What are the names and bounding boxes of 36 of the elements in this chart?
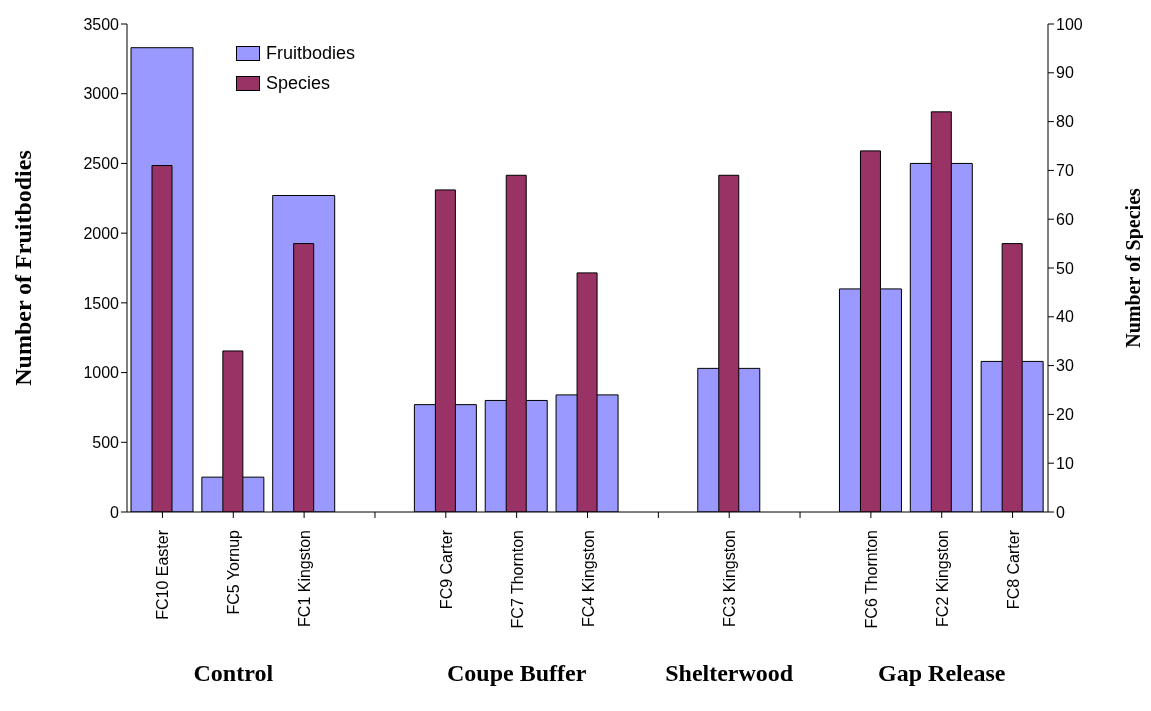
x-tick-label: FC10 Easter [154, 529, 172, 620]
legend-label: Species [266, 72, 331, 95]
legend-label: Fruitbodies [266, 42, 356, 65]
y-tick-label: 2500 [83, 155, 120, 173]
y-tick-label: 3000 [83, 85, 120, 103]
x-tick-label: FC3 Kingston [721, 530, 739, 627]
y2-tick-label: 0 [1056, 503, 1065, 521]
y2-tick-label: 80 [1056, 113, 1074, 131]
y2-tick-label: 90 [1056, 64, 1074, 82]
y2-tick-label: 30 [1056, 357, 1074, 375]
y2-tick-label: 100 [1056, 15, 1083, 33]
y2-tick-label: 60 [1056, 210, 1074, 228]
y-tick-label: 0 [110, 503, 120, 521]
x-tick-label: FC1 Kingston [296, 530, 314, 627]
x-tick-label: FC2 Kingston [933, 530, 951, 627]
y-tick-label: 1500 [83, 294, 120, 312]
x-tick-label: FC6 Thornton [862, 530, 880, 629]
y2-tick-label: 10 [1056, 454, 1074, 472]
y2-tick-label: 70 [1056, 162, 1074, 180]
text: Control [192, 660, 275, 687]
x-tick-label: FC9 Carter [437, 529, 455, 610]
y-axis-title: Number of Fruitbodies [9, 150, 36, 386]
y-tick-label: 1000 [83, 364, 120, 382]
y-tick-label: 2000 [83, 224, 120, 242]
y2-tick-label: 20 [1056, 406, 1074, 424]
y-tick-label: 3500 [83, 15, 120, 33]
x-tick-label: FC8 Carter [1004, 529, 1022, 610]
x-tick-label: FC5 Yornup [225, 529, 243, 615]
text: Shelterwood [664, 660, 795, 687]
x-tick-label: FC7 Thornton [508, 530, 526, 629]
text: Coupe Buffer [445, 660, 588, 687]
x-tick-label: FC4 Kingston [579, 530, 597, 627]
text: Gap Release [877, 660, 1007, 687]
y2-tick-label: 50 [1056, 259, 1074, 277]
y-tick-label: 500 [92, 433, 120, 451]
y2-tick-label: 40 [1056, 308, 1074, 326]
